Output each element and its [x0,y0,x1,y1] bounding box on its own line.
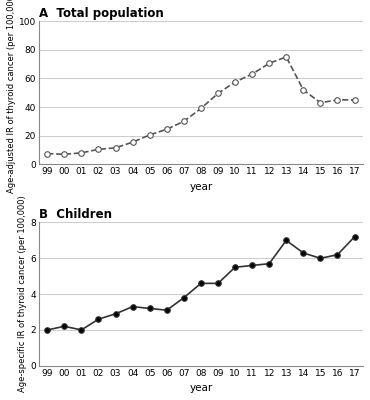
Y-axis label: Age-adjusted IR of thyroid cancer (per 100,000): Age-adjusted IR of thyroid cancer (per 1… [7,0,16,193]
X-axis label: year: year [189,383,212,393]
Y-axis label: Age-specific IR of thyroid cancer (per 100,000): Age-specific IR of thyroid cancer (per 1… [18,196,27,392]
X-axis label: year: year [189,182,212,192]
Text: A  Total population: A Total population [39,7,164,20]
Text: B  Children: B Children [39,208,112,221]
